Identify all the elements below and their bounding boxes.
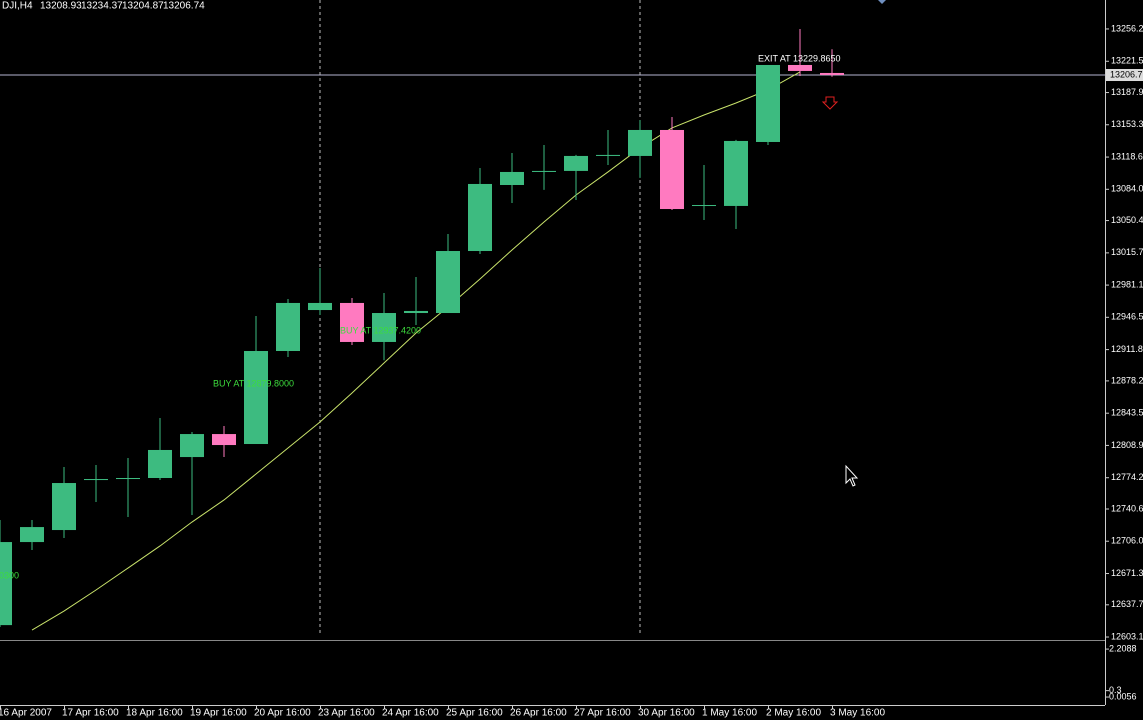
candle-body: [724, 140, 748, 206]
y-tick-label: 12740.6: [1111, 503, 1143, 513]
trade-annotation: BUY AT 12937.4200: [340, 325, 421, 335]
y-tick-label: 13256.2: [1111, 23, 1143, 33]
y-tick-label: 13050.4: [1111, 215, 1143, 225]
x-tick-label: 24 Apr 16:00: [382, 708, 439, 719]
candle-body: [20, 527, 44, 543]
x-tick-label: 26 Apr 16:00: [510, 708, 567, 719]
y-tick-label: 12774.2: [1111, 472, 1143, 482]
candle-body: [692, 205, 716, 207]
x-tick-label: 18 Apr 16:00: [126, 708, 183, 719]
y-tick-label: 12603.1: [1111, 631, 1143, 641]
y-tick-label: 13221.5: [1111, 56, 1143, 66]
candle-body: [244, 351, 268, 445]
y-tick-label: 12808.9: [1111, 440, 1143, 450]
candle-body: [660, 129, 684, 210]
chart-title: DJI,H4: [2, 1, 33, 12]
x-tick-label: 19 Apr 16:00: [190, 708, 247, 719]
y-tick-label: 12911.8: [1111, 344, 1143, 354]
x-tick-label: 20 Apr 16:00: [254, 708, 311, 719]
candle-body: [468, 183, 492, 252]
candle-body: [0, 542, 12, 626]
y-tick-label: 13084.0: [1111, 184, 1143, 194]
y-tick-label: 12878.2: [1111, 375, 1143, 385]
header-close: 13206.74: [163, 1, 205, 12]
mouse-cursor: [845, 464, 859, 487]
current-price-label: 13206.7: [1110, 69, 1143, 79]
x-tick-label: 30 Apr 16:00: [638, 708, 695, 719]
candle-body: [788, 64, 812, 71]
trade-annotation: BUY AT 12879.8000: [213, 378, 294, 388]
sell-arrow: [821, 96, 839, 110]
candle-body: [820, 72, 844, 76]
y-tick-label: 13118.6: [1111, 151, 1143, 161]
y-tick-label: 12637.7: [1111, 599, 1143, 609]
x-tick-label: 1 May 16:00: [702, 708, 757, 719]
header-low: 13204.87: [122, 1, 164, 12]
trade-annotation: EXIT AT 13229.8650: [758, 53, 841, 63]
candle-body: [308, 302, 332, 311]
candle-body: [372, 313, 396, 342]
y-tick-label: 12706.0: [1111, 536, 1143, 546]
header-high: 13234.37: [81, 1, 123, 12]
candle-body: [84, 479, 108, 481]
x-tick-label: 3 May 16:00: [830, 708, 885, 719]
header-open: 13208.93: [40, 1, 82, 12]
candle-body: [500, 171, 524, 185]
y-tick-label: 12946.5: [1111, 312, 1143, 322]
candle-body: [52, 483, 76, 531]
candle-body: [148, 449, 172, 478]
candle-body: [564, 155, 588, 171]
x-tick-label: 25 Apr 16:00: [446, 708, 503, 719]
x-tick-label: 27 Apr 16:00: [574, 708, 631, 719]
y-tick-label: 13187.9: [1111, 87, 1143, 97]
candle-body: [596, 154, 620, 156]
candle-body: [276, 302, 300, 352]
y-tick-label: 12671.3: [1111, 568, 1143, 578]
candle-body: [116, 477, 140, 480]
y-tick-label: 12843.5: [1111, 408, 1143, 418]
indicator-tick-label: 2.2088: [1109, 643, 1137, 653]
candle-body: [532, 170, 556, 172]
x-tick-label: 16 Apr 2007: [0, 708, 52, 719]
x-tick-label: 23 Apr 16:00: [318, 708, 375, 719]
candle-body: [404, 310, 428, 314]
y-tick-label: 12981.1: [1111, 279, 1143, 289]
indicator-tick-label: 0.0056: [1109, 691, 1137, 701]
y-tick-label: 13015.7: [1111, 247, 1143, 257]
candle-body: [756, 64, 780, 142]
x-tick-label: 17 Apr 16:00: [62, 708, 119, 719]
indicator-tick-label: 0.3: [1109, 685, 1122, 695]
trade-annotation: BUY AT 12704.0300: [0, 570, 19, 580]
y-tick-label: 13153.3: [1111, 119, 1143, 129]
marker: [878, 0, 886, 4]
x-tick-label: 2 May 16:00: [766, 708, 821, 719]
candle-body: [212, 434, 236, 446]
current-price-box: [1106, 69, 1143, 82]
candle-body: [436, 251, 460, 314]
candle-body: [628, 129, 652, 156]
candle-body: [180, 434, 204, 458]
candle-body: [340, 302, 364, 342]
